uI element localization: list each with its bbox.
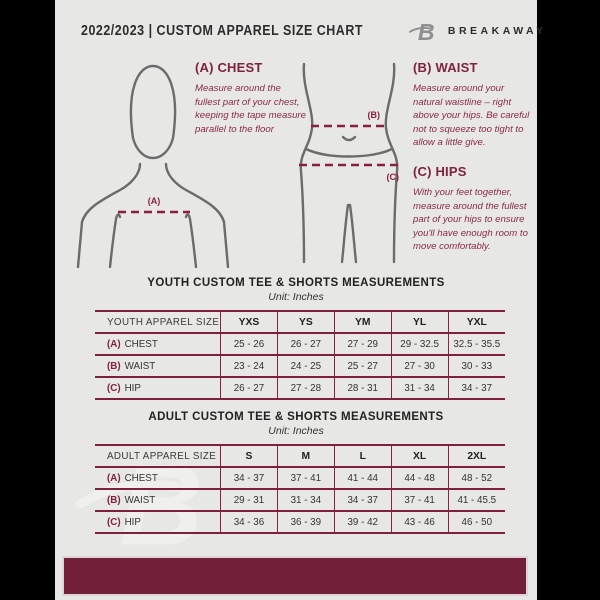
- cell: 39 - 42: [333, 510, 392, 534]
- svg-text:B: B: [418, 19, 435, 44]
- row-label-text: WAIST: [124, 360, 156, 372]
- row-prefix: (C): [107, 382, 121, 394]
- cell: 25 - 27: [333, 354, 392, 378]
- hips-heading: (C) HIPS: [413, 164, 467, 179]
- size-col-header: 2XL: [447, 444, 505, 468]
- waist-heading: (B) WAIST: [413, 60, 478, 75]
- cell: 27 - 29: [333, 332, 392, 356]
- youth-table-title: YOUTH CUSTOM TEE & SHORTS MEASUREMENTS: [147, 277, 445, 289]
- cell: 37 - 41: [276, 466, 335, 490]
- row-label: (B) WAIST: [95, 354, 221, 378]
- table-row-chest: (A) CHEST 25 - 26 26 - 27 27 - 29 29 - 32…: [95, 332, 505, 356]
- breakaway-logo-icon: B: [408, 19, 435, 44]
- row-label-text: CHEST: [124, 472, 158, 484]
- row-label: (A) CHEST: [95, 332, 221, 356]
- adult-table-title: ADULT CUSTOM TEE & SHORTS MEASUREMENTS: [148, 411, 444, 423]
- chest-description: Measure around the fullest part of your …: [195, 83, 306, 135]
- size-col-header: YL: [390, 310, 449, 334]
- cell: 24 - 25: [276, 354, 335, 378]
- row-prefix: (B): [107, 360, 121, 372]
- cell: 31 - 34: [390, 376, 449, 400]
- youth-size-label: YOUTH APPAREL SIZE: [95, 310, 221, 334]
- size-col-header: YXL: [447, 310, 505, 334]
- table-row-waist: (B) WAIST 23 - 24 24 - 25 25 - 27 27 - 30…: [95, 354, 505, 378]
- table-row-waist: (B) WAIST 29 - 31 31 - 34 34 - 37 37 - 41…: [95, 488, 505, 512]
- youth-table-unit: Unit: Inches: [268, 291, 324, 303]
- size-col-header: L: [333, 444, 392, 468]
- row-label-text: WAIST: [124, 494, 156, 506]
- cell: 41 - 44: [333, 466, 392, 490]
- cell: 27 - 30: [390, 354, 449, 378]
- cell: 25 - 26: [220, 332, 278, 356]
- hips-block: (C) HIPS With your feet together, measur…: [413, 164, 535, 254]
- row-label-text: HIP: [124, 516, 141, 528]
- cell: 36 - 39: [276, 510, 335, 534]
- cell: 32.5 - 35.5: [447, 332, 505, 356]
- adult-size-label: ADULT APPAREL SIZE: [95, 444, 221, 468]
- upper-body-figure: (A): [76, 64, 230, 268]
- cell: 31 - 34: [276, 488, 335, 512]
- waist-description: Measure around your natural waistline – …: [413, 83, 530, 149]
- chest-block: (A) CHEST Measure around the fullest par…: [195, 60, 307, 136]
- adult-table-unit: Unit: Inches: [268, 425, 324, 437]
- row-label: (A) CHEST: [95, 466, 221, 490]
- size-col-header: YXS: [220, 310, 278, 334]
- youth-header-row: YOUTH APPAREL SIZE YXS YS YM YL YXL: [95, 310, 505, 334]
- row-label: (B) WAIST: [95, 488, 221, 512]
- hips-description: With your feet together, measure around …: [413, 187, 528, 253]
- cell: 48 - 52: [447, 466, 505, 490]
- chest-heading: (A) CHEST: [195, 60, 263, 75]
- row-label-text: HIP: [124, 382, 141, 394]
- size-col-header: YM: [333, 310, 392, 334]
- size-col-header: XL: [390, 444, 449, 468]
- cell: 34 - 37: [220, 466, 278, 490]
- cell: 37 - 41: [390, 488, 449, 512]
- size-col-header: YS: [276, 310, 335, 334]
- cell: 30 - 33: [447, 354, 505, 378]
- cell: 41 - 45.5: [447, 488, 505, 512]
- cell: 34 - 37: [333, 488, 392, 512]
- lower-body-figure: (B) (C): [299, 62, 400, 264]
- chest-marker-label: (A): [148, 196, 161, 206]
- table-row-hip: (C) HIP 34 - 36 36 - 39 39 - 42 43 - 46 4…: [95, 510, 505, 534]
- table-row-chest: (A) CHEST 34 - 37 37 - 41 41 - 44 44 - 48…: [95, 466, 505, 490]
- table-row-hip: (C) HIP 26 - 27 27 - 28 28 - 31 31 - 34 3…: [95, 376, 505, 400]
- cell: 29 - 32.5: [390, 332, 449, 356]
- cell: 23 - 24: [220, 354, 278, 378]
- brand-lockup: B BREAKAWAY: [408, 18, 547, 44]
- header: 2022/2023 | CUSTOM APPAREL SIZE CHART B …: [55, 14, 543, 48]
- row-label-text: CHEST: [124, 338, 158, 350]
- waist-marker-label: (B): [368, 110, 381, 120]
- adult-size-table: ADULT APPAREL SIZE S M L XL 2XL (A) CHEST…: [95, 444, 505, 534]
- cell: 46 - 50: [447, 510, 505, 534]
- size-chart-page: 2022/2023 | CUSTOM APPAREL SIZE CHART B …: [55, 0, 543, 600]
- youth-size-table: YOUTH APPAREL SIZE YXS YS YM YL YXL (A) C…: [95, 310, 505, 400]
- row-prefix: (B): [107, 494, 121, 506]
- hips-marker-label: (C): [387, 172, 400, 182]
- brand-name: BREAKAWAY: [447, 25, 547, 37]
- row-prefix: (A): [107, 338, 121, 350]
- size-col-header: M: [276, 444, 335, 468]
- row-prefix: (A): [107, 472, 121, 484]
- size-col-header: S: [220, 444, 278, 468]
- cell: 27 - 28: [276, 376, 335, 400]
- cell: 26 - 27: [220, 376, 278, 400]
- row-prefix: (C): [107, 516, 121, 528]
- adult-header-row: ADULT APPAREL SIZE S M L XL 2XL: [95, 444, 505, 468]
- waist-block: (B) WAIST Measure around your natural wa…: [413, 60, 535, 150]
- cell: 44 - 48: [390, 466, 449, 490]
- cell: 28 - 31: [333, 376, 392, 400]
- cell: 34 - 36: [220, 510, 278, 534]
- cell: 34 - 37: [447, 376, 505, 400]
- cell: 26 - 27: [276, 332, 335, 356]
- row-label: (C) HIP: [95, 376, 221, 400]
- row-label: (C) HIP: [95, 510, 221, 534]
- footer-bar: [62, 556, 528, 596]
- cell: 43 - 46: [390, 510, 449, 534]
- cell: 29 - 31: [220, 488, 278, 512]
- page-title: 2022/2023 | CUSTOM APPAREL SIZE CHART: [81, 23, 363, 39]
